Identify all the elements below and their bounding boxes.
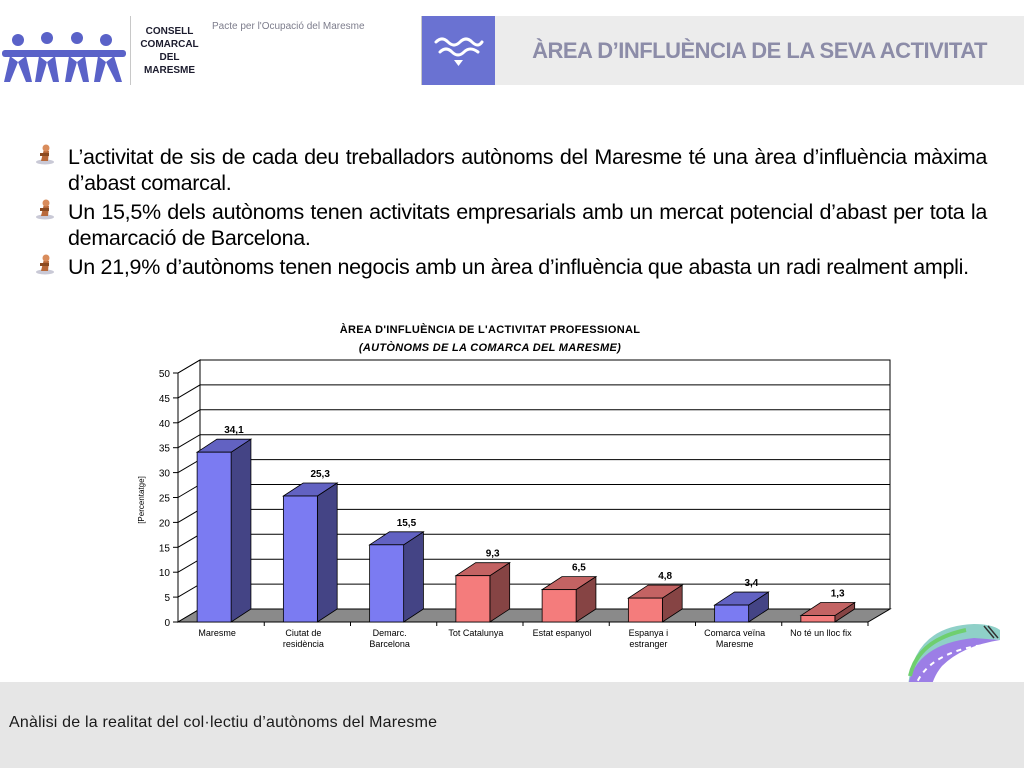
pacte-label: Pacte per l'Ocupació del Maresme [208, 16, 422, 85]
y-tick-label: 5 [164, 593, 170, 604]
x-tick-label-line: estranger [629, 639, 667, 649]
council-name: CONSELL COMARCAL DEL MARESME [130, 16, 209, 85]
x-tick-label-line: Ciutat de [285, 628, 321, 638]
council-line: DEL [159, 51, 180, 63]
bar [196, 451, 232, 623]
x-tick-label-line: Maresme [198, 628, 236, 638]
bullet-list: L’activitat de sis de cada deu treballad… [35, 144, 987, 283]
data-label: 3,4 [744, 578, 758, 589]
bullet-text: Un 15,5% dels autònoms tenen activitats … [68, 200, 987, 250]
bullet-item: Un 15,5% dels autònoms tenen activitats … [35, 199, 987, 251]
y-axis-label: [Percentatge] [137, 476, 146, 524]
road-illustration-icon [904, 616, 1004, 696]
x-tick-label-line: Demarc. [373, 628, 407, 638]
bar [800, 615, 836, 623]
x-tick-label-line: Estat espanyol [533, 628, 592, 638]
y-tick-label: 50 [159, 369, 171, 380]
bullet-text: L’activitat de sis de cada deu treballad… [68, 145, 987, 195]
gridline [177, 384, 890, 399]
footer-bar [0, 682, 1024, 768]
bar [541, 589, 577, 623]
x-tick-label-line: No té un lloc fix [790, 628, 852, 638]
x-tick-label-line: Maresme [716, 639, 754, 649]
y-tick-label: 0 [164, 618, 170, 629]
bullet-item: L’activitat de sis de cada deu treballad… [35, 144, 987, 196]
data-label: 6,5 [572, 563, 586, 574]
gridline [177, 409, 890, 424]
y-tick-label: 15 [159, 543, 171, 554]
x-tick-label: Estat espanyol [533, 628, 592, 638]
council-line: CONSELL [145, 25, 194, 37]
x-tick-label-line: Comarca veïna [704, 628, 765, 638]
bar [455, 575, 491, 623]
bar [714, 604, 750, 623]
page-title: ÀREA D’INFLUÈNCIA DE LA SEVA ACTIVITAT [532, 37, 987, 63]
x-tick-label: No té un lloc fix [790, 628, 852, 638]
y-tick-label: 30 [159, 469, 171, 480]
gridline [177, 434, 890, 449]
y-tick-label: 25 [159, 494, 171, 505]
bullet-figure-icon [36, 199, 54, 220]
gridline [177, 359, 890, 374]
council-line: COMARCAL [140, 38, 199, 50]
chart-title: ÀREA D'INFLUÈNCIA DE L'ACTIVITAT PROFESS… [339, 324, 641, 336]
council-line: MARESME [143, 64, 196, 76]
bullet-figure-icon [36, 254, 54, 275]
y-tick-label: 40 [159, 419, 171, 430]
x-tick-label: Tot Catalunya [448, 628, 503, 638]
bar [627, 597, 663, 623]
x-tick-label-line: Espanya i [629, 628, 669, 638]
x-tick-label: Espanya i estranger [629, 628, 669, 649]
bar-side [403, 531, 424, 623]
x-tick-label: Ciutat de residència [283, 628, 324, 649]
people-logo-icon [0, 16, 130, 85]
bar-side [230, 438, 252, 623]
data-label: 1,3 [831, 589, 845, 600]
y-tick-label: 20 [159, 518, 171, 529]
data-label: 4,8 [658, 571, 672, 582]
bar [369, 544, 405, 623]
waves-logo-icon [422, 16, 495, 85]
x-tick-label: Maresme [198, 628, 236, 638]
bullet-figure-icon [36, 144, 54, 165]
data-label: 25,3 [310, 469, 330, 480]
footer-text: Anàlisi de la realitat del col·lectiu d’… [9, 714, 438, 731]
bullet-item: Un 21,9% d’autònoms tenen negocis amb un… [35, 254, 987, 280]
y-tick-label: 45 [159, 394, 171, 405]
bullet-text: Un 21,9% d’autònoms tenen negocis amb un… [68, 255, 969, 279]
y-tick-label: 35 [159, 444, 171, 455]
data-label: 15,5 [397, 518, 417, 529]
bar-chart: 0 5 10 15 20 25 30 35 40 45 50 [Percentatge] 34,1 Mar… [137, 359, 892, 649]
x-tick-label: Demarc. Barcelona [369, 628, 410, 649]
x-tick-label: Comarca veïna Maresme [704, 628, 765, 649]
data-label: 9,3 [486, 549, 500, 560]
chart-subtitle: (AUTÒNOMS DE LA COMARCA DEL MARESME) [358, 342, 622, 354]
bar-side [316, 482, 338, 623]
data-label: 34,1 [224, 425, 244, 436]
x-tick-label-line: Tot Catalunya [448, 628, 503, 638]
y-tick-label: 10 [159, 568, 171, 579]
x-tick-label-line: Barcelona [369, 639, 410, 649]
bar [282, 495, 318, 623]
x-tick-label-line: residència [283, 639, 324, 649]
